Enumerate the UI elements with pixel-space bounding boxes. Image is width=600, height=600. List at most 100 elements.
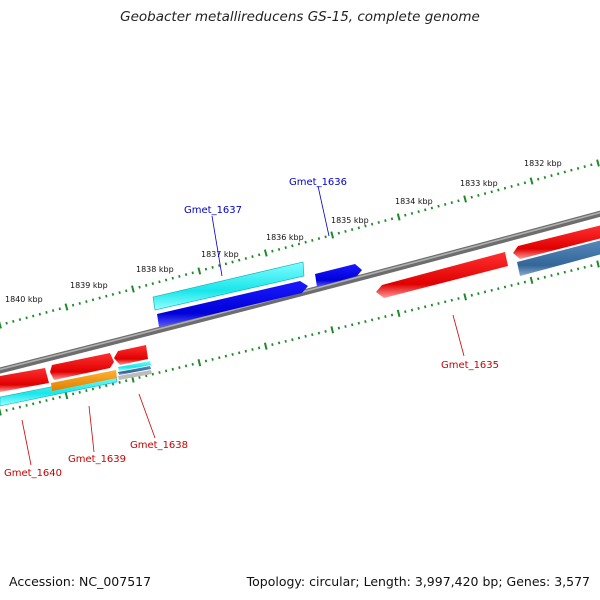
tick-mark <box>444 300 447 304</box>
tick-mark <box>424 305 427 309</box>
tick-mark <box>38 400 42 404</box>
tick-mark <box>523 280 527 284</box>
tick-mark <box>18 405 22 409</box>
tick-mark <box>145 283 148 287</box>
gene-label-gmet-1637[interactable]: Gmet_1637 <box>184 205 242 216</box>
gene-small-stack[interactable] <box>118 361 152 380</box>
tick-mark <box>58 395 61 399</box>
tick-mark <box>18 318 22 322</box>
tick-mark <box>523 181 527 185</box>
gene-red-left-2[interactable] <box>50 353 114 380</box>
tick-mark <box>350 228 354 232</box>
tick-mark <box>211 357 214 361</box>
tick-mark <box>337 326 341 330</box>
tick-mark <box>297 336 301 340</box>
tick-mark <box>410 308 414 312</box>
tick-mark <box>390 313 394 317</box>
tick-mark <box>271 343 274 347</box>
tick-mark <box>51 309 55 313</box>
tick-mark <box>437 302 440 305</box>
tick-mark <box>277 341 281 345</box>
tick-mark <box>231 352 234 356</box>
gene-gmet-1635[interactable] <box>376 252 508 298</box>
tick-mark <box>211 265 214 269</box>
tick-mark <box>437 204 440 208</box>
gene-gmet-1637-outer[interactable] <box>152 261 305 311</box>
tick-mark <box>111 382 115 386</box>
tick-mark <box>178 274 181 278</box>
tick-mark <box>404 213 407 217</box>
tick-mark <box>171 367 174 371</box>
tick-mark <box>32 314 35 318</box>
gene-orange-left[interactable] <box>51 370 117 391</box>
tick-mark <box>596 260 600 268</box>
tick-mark <box>64 303 69 311</box>
tick-mark <box>224 262 228 266</box>
gene-red-left-3[interactable] <box>114 345 148 365</box>
tick-mark <box>118 380 121 384</box>
tick-mark <box>477 193 480 197</box>
tick-mark <box>351 323 354 327</box>
tick-mark <box>497 287 500 291</box>
tick-mark <box>483 192 487 196</box>
tick-mark <box>396 309 401 317</box>
kbp-labels: 1832 kbp 1833 kbp 1834 kbp 1835 kbp 1836… <box>5 159 562 304</box>
tick-mark <box>503 186 507 190</box>
accession-text: Accession: NC_007517 <box>9 574 152 589</box>
kbp-label: 1833 kbp <box>460 179 498 188</box>
tick-mark <box>563 170 566 174</box>
tick-mark <box>311 333 314 337</box>
tick-mark <box>25 316 28 320</box>
tick-mark <box>477 292 480 296</box>
tick-mark <box>543 275 546 279</box>
tick-mark <box>25 403 28 407</box>
kbp-label: 1837 kbp <box>201 250 239 259</box>
tick-mark <box>277 247 281 251</box>
tick-mark <box>297 242 301 246</box>
tick-mark <box>529 276 534 285</box>
tick-mark <box>224 354 228 358</box>
tick-mark <box>204 359 208 363</box>
kbp-label: 1839 kbp <box>70 281 108 290</box>
tick-mark <box>576 267 580 271</box>
tick-mark <box>118 291 121 295</box>
tick-mark <box>510 184 513 188</box>
gene-gmet-1637[interactable] <box>157 281 308 327</box>
tick-mark <box>330 326 335 334</box>
tick-mark <box>317 331 321 335</box>
tick-mark <box>563 270 566 274</box>
tick-mark <box>304 240 307 244</box>
tick-mark <box>457 199 460 203</box>
tick-mark <box>357 226 360 230</box>
gene-red-right[interactable] <box>513 225 600 259</box>
topology-text: Topology: circular; Length: 3,997,420 bp… <box>246 574 590 589</box>
tick-mark <box>0 321 2 329</box>
tick-mark <box>91 298 95 302</box>
tick-mark <box>244 349 247 353</box>
tick-mark <box>151 372 154 376</box>
tick-ring-outer <box>0 159 600 329</box>
tick-mark <box>98 296 101 300</box>
tick-mark <box>444 202 447 206</box>
tick-mark <box>32 402 35 406</box>
gene-label-gmet-1636[interactable]: Gmet_1636 <box>289 177 347 188</box>
kbp-label: 1838 kbp <box>136 265 174 274</box>
tick-mark <box>470 195 473 199</box>
gene-blue-right[interactable] <box>517 240 600 276</box>
tick-mark <box>58 307 61 311</box>
tick-mark <box>311 238 314 242</box>
tick-mark <box>138 285 141 289</box>
gene-label-gmet-1635[interactable]: Gmet_1635 <box>441 360 499 371</box>
gene-gmet-1636[interactable] <box>315 264 362 287</box>
tick-mark <box>138 376 141 379</box>
gene-red-left-1[interactable] <box>0 368 49 392</box>
tick-mark <box>184 364 188 368</box>
tick-mark <box>238 258 241 262</box>
gene-label-gmet-1640[interactable]: Gmet_1640 <box>4 468 62 479</box>
tick-mark <box>357 321 360 325</box>
tick-mark <box>497 188 500 192</box>
gene-label-gmet-1639[interactable]: Gmet_1639 <box>68 454 126 465</box>
gene-label-gmet-1638[interactable]: Gmet_1638 <box>130 440 188 451</box>
tick-mark <box>171 276 174 280</box>
tick-mark <box>125 289 128 293</box>
